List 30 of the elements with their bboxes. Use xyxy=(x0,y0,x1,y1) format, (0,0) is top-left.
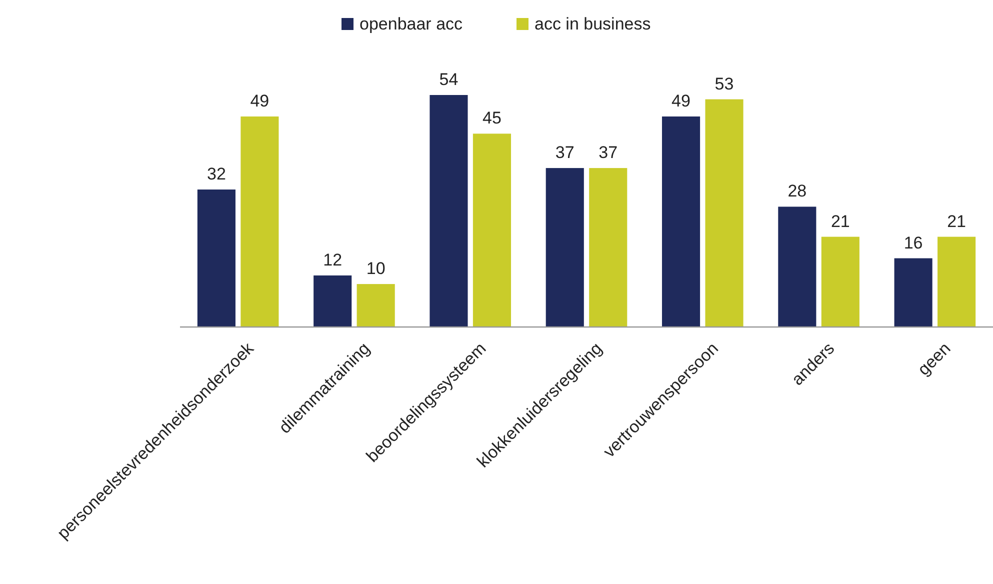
bar xyxy=(546,168,584,327)
data-label: 28 xyxy=(788,182,807,201)
bar xyxy=(662,116,700,327)
bar xyxy=(430,95,468,327)
bar xyxy=(314,275,352,327)
data-label: 53 xyxy=(714,74,734,94)
data-label: 16 xyxy=(904,233,923,252)
data-label: 54 xyxy=(439,70,458,89)
bar xyxy=(894,258,932,327)
data-label: 37 xyxy=(555,143,574,162)
data-label: 37 xyxy=(598,143,618,162)
bar xyxy=(705,99,744,327)
legend-label: acc in business xyxy=(534,14,651,34)
bar xyxy=(197,190,236,327)
bar xyxy=(778,206,816,327)
data-label: 49 xyxy=(672,91,690,110)
legend-label: openbaar acc xyxy=(360,14,464,34)
bar xyxy=(589,168,628,327)
data-label: 49 xyxy=(250,91,270,110)
data-label: 12 xyxy=(323,250,342,270)
data-label: 10 xyxy=(366,259,386,278)
bar xyxy=(240,116,279,327)
data-label: 32 xyxy=(206,164,226,184)
bar xyxy=(356,284,395,327)
bar xyxy=(938,236,976,327)
bar xyxy=(821,236,860,327)
data-label: 45 xyxy=(482,108,502,128)
data-label: 21 xyxy=(947,212,966,231)
bar xyxy=(472,134,512,327)
data-label: 21 xyxy=(830,212,850,231)
